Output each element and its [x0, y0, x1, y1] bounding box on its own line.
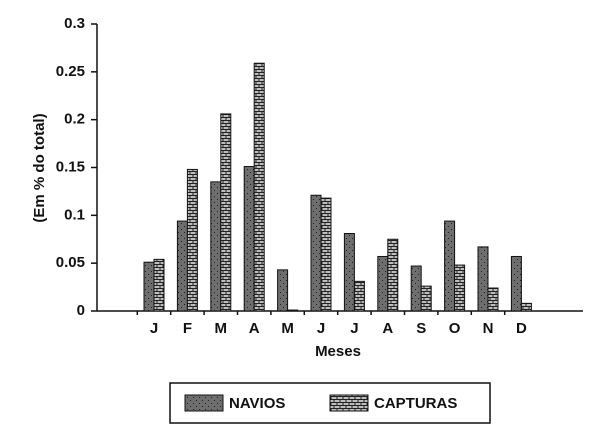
y-tick-label: 0.05 — [56, 254, 85, 271]
bar — [287, 309, 299, 312]
bar — [353, 280, 365, 312]
y-axis-label: (Em % do total) — [31, 113, 48, 222]
x-tick-label: A — [382, 320, 393, 337]
y-tick-label: 0.1 — [64, 206, 85, 223]
bar — [377, 255, 389, 312]
x-tick-label: F — [183, 320, 192, 337]
legend-label: CAPTURAS — [374, 395, 457, 412]
bar — [510, 255, 522, 312]
x-axis-label: Meses — [315, 343, 361, 360]
legend-label: NAVIOS — [229, 395, 285, 412]
bar — [420, 285, 432, 312]
bar — [277, 269, 289, 312]
bar — [320, 197, 332, 312]
bar — [186, 168, 198, 312]
x-tick-label: O — [449, 320, 461, 337]
y-tick-label: 0.25 — [56, 63, 85, 80]
bar — [444, 220, 456, 312]
bar — [153, 258, 165, 312]
x-tick-label: N — [483, 320, 494, 337]
bar — [410, 265, 422, 312]
y-tick-label: 0.15 — [56, 158, 85, 175]
bar — [310, 194, 322, 312]
bar — [253, 62, 265, 312]
y-tick-label: 0 — [77, 302, 85, 319]
bar — [220, 113, 232, 312]
y-tick-label: 0.2 — [64, 111, 85, 128]
bar — [520, 302, 532, 312]
x-tick-label: J — [350, 320, 358, 337]
x-tick-label: A — [249, 320, 260, 337]
bar — [176, 220, 188, 312]
bar — [210, 181, 222, 312]
x-tick-label: S — [416, 320, 426, 337]
x-tick-label: J — [150, 320, 158, 337]
bar — [454, 264, 466, 312]
x-tick-label: M — [215, 320, 228, 337]
legend-box — [169, 382, 491, 424]
x-tick-label: D — [516, 320, 527, 337]
bar — [487, 287, 499, 312]
bar — [243, 166, 255, 312]
legend-swatch — [184, 394, 224, 412]
bar — [343, 233, 355, 312]
x-tick-label: J — [317, 320, 325, 337]
bar — [387, 238, 399, 312]
bar — [143, 261, 155, 312]
bar — [477, 246, 489, 312]
y-tick-label: 0.3 — [64, 15, 85, 32]
legend-swatch — [329, 394, 369, 412]
x-tick-label: M — [281, 320, 294, 337]
